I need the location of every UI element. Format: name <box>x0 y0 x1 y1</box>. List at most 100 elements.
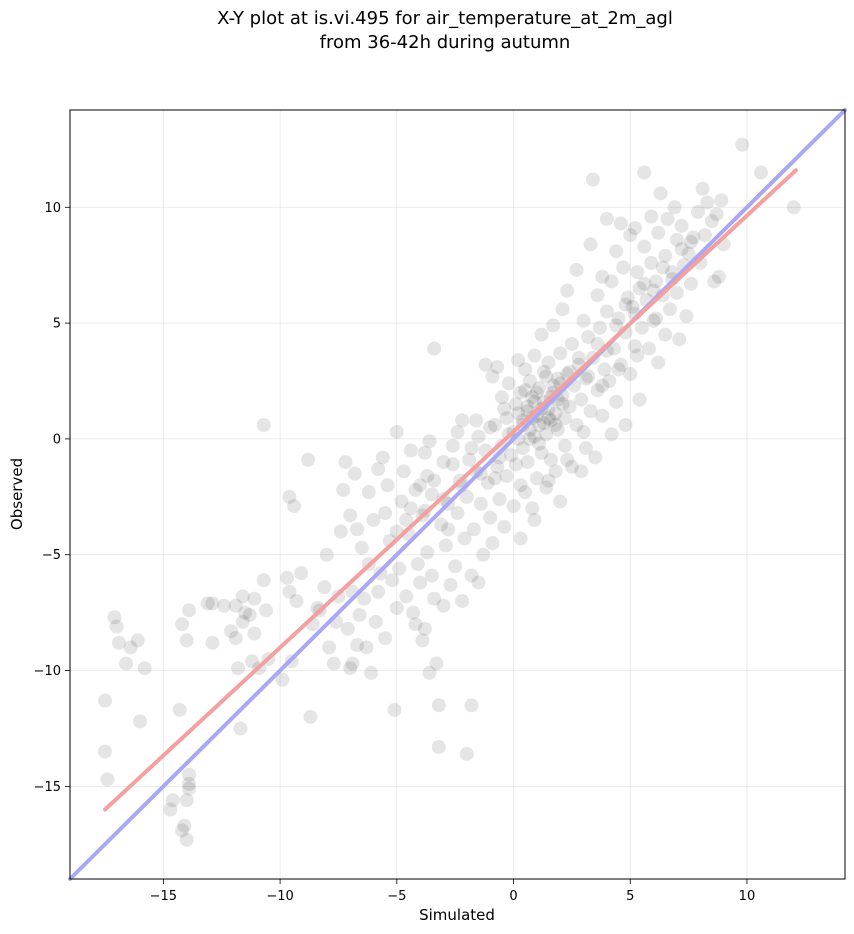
scatter-point <box>578 441 593 456</box>
scatter-point <box>247 626 262 641</box>
scatter-point <box>371 462 386 477</box>
scatter-point <box>424 568 439 583</box>
y-tick-label: 5 <box>53 317 61 332</box>
scatter-point <box>427 341 442 356</box>
scatter-point <box>571 350 586 365</box>
scatter-point <box>340 621 355 636</box>
scatter-point <box>137 661 152 676</box>
scatter-point <box>695 181 710 196</box>
scatter-point <box>338 455 353 470</box>
scatter-point <box>681 246 696 261</box>
scatter-point <box>550 422 565 437</box>
scatter-point <box>441 522 456 537</box>
scatter-point <box>618 297 633 312</box>
scatter-point <box>457 531 472 546</box>
scatter-point <box>655 260 670 275</box>
scatter-point <box>455 413 470 428</box>
scatter-point <box>415 633 430 648</box>
scatter-point <box>585 172 600 187</box>
scatter-point <box>646 313 661 328</box>
scatter-point <box>644 255 659 270</box>
scatter-point <box>317 580 332 595</box>
scatter-point <box>641 341 656 356</box>
scatter-point <box>378 631 393 646</box>
scatter-point <box>371 584 386 599</box>
scatter-point <box>536 364 551 379</box>
scatter-point <box>555 397 570 412</box>
scatter-point <box>473 496 488 511</box>
scatter-point <box>637 165 652 180</box>
scatter-point <box>711 269 726 284</box>
scatter-point <box>662 302 677 317</box>
scatter-point <box>679 309 694 324</box>
scatter-point <box>133 714 148 729</box>
scatter-point <box>651 225 666 240</box>
scatter-point <box>361 485 376 500</box>
y-axis-label: Observed <box>8 458 26 530</box>
scatter-point <box>485 369 500 384</box>
scatter-point <box>611 311 626 326</box>
scatter-point <box>389 600 404 615</box>
scatter-point <box>690 204 705 219</box>
scatter-point <box>504 448 519 463</box>
scatter-point <box>529 471 544 486</box>
scatter-point <box>350 638 365 653</box>
scatter-point <box>445 438 460 453</box>
scatter-point <box>326 656 341 671</box>
scatter-point <box>478 357 493 372</box>
x-tick-label: 0 <box>509 889 517 904</box>
scatter-point <box>165 793 180 808</box>
scatter-point <box>443 577 458 592</box>
scatter-point <box>700 195 715 210</box>
scatter-point <box>508 397 523 412</box>
scatter-point <box>471 429 486 444</box>
scatter-point <box>242 607 257 622</box>
y-tick-label: −15 <box>34 780 61 795</box>
scatter-point <box>623 367 638 382</box>
scatter-point <box>200 596 215 611</box>
scatter-point <box>683 276 698 291</box>
scatter-point <box>427 591 442 606</box>
scatter-point <box>574 464 589 479</box>
scatter-point <box>548 464 563 479</box>
scatter-point <box>583 404 598 419</box>
scatter-point <box>618 418 633 433</box>
scatter-point <box>674 218 689 233</box>
scatter-point <box>422 434 437 449</box>
scatter-point <box>476 547 491 562</box>
scatter-point <box>487 471 502 486</box>
scatter-point <box>592 320 607 335</box>
scatter-point <box>518 383 533 398</box>
scatter-point <box>163 802 178 817</box>
scatter-point <box>550 371 565 386</box>
scatter-point <box>233 721 248 736</box>
scatter-point <box>123 640 138 655</box>
scatter-point <box>529 385 544 400</box>
scatter-point <box>527 348 542 363</box>
scatter-point <box>217 598 232 613</box>
scatter-point <box>536 415 551 430</box>
scatter-point <box>735 137 750 152</box>
scatter-point <box>541 411 556 426</box>
scatter-point <box>609 244 624 259</box>
scatter-point <box>562 399 577 414</box>
scatter-point <box>287 499 302 514</box>
scatter-point <box>581 369 596 384</box>
scatter-point <box>634 320 649 335</box>
scatter-point <box>658 248 673 263</box>
scatter-point <box>245 654 260 669</box>
scatter-point <box>420 468 435 483</box>
scatter-point <box>569 262 584 277</box>
scatter-point <box>459 489 474 504</box>
scatter-points <box>98 137 801 847</box>
scatter-point <box>581 329 596 344</box>
plot-frame <box>69 109 846 880</box>
scatter-point <box>182 603 197 618</box>
scatter-point <box>396 464 411 479</box>
scatter-point <box>322 640 337 655</box>
scatter-point <box>280 570 295 585</box>
scatter-point <box>403 443 418 458</box>
scatter-point <box>480 475 495 490</box>
scatter-point <box>275 672 290 687</box>
